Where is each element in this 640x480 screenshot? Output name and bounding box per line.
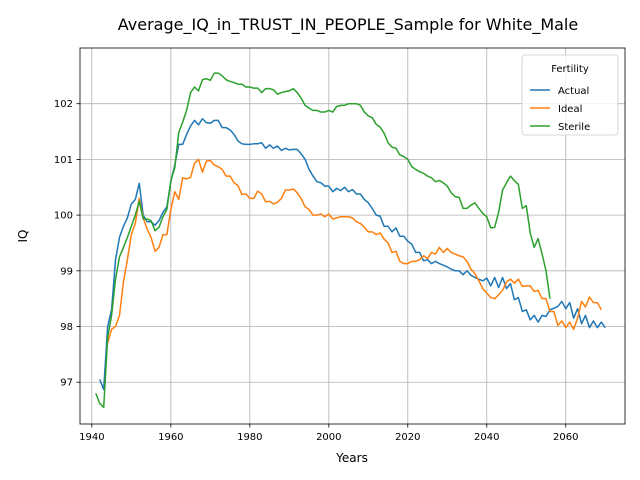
x-axis-label: Years (335, 451, 368, 465)
x-tick-label: 1980 (237, 432, 262, 443)
x-tick-label: 1940 (79, 432, 104, 443)
y-tick-label: 98 (60, 322, 73, 333)
x-tick-label: 2000 (316, 432, 341, 443)
y-axis-label: IQ (16, 230, 30, 243)
grid (80, 48, 625, 424)
x-tick-label: 2060 (553, 432, 578, 443)
y-tick-label: 101 (54, 155, 73, 166)
x-tick-label: 1960 (158, 432, 183, 443)
y-tick-label: 99 (60, 266, 73, 277)
x-tick-label: 2040 (474, 432, 499, 443)
chart-title: Average_IQ_in_TRUST_IN_PEOPLE_Sample for… (118, 15, 578, 35)
x-axis-ticks: 1940 1960 1980 2000 2020 2040 2060 (79, 424, 578, 443)
plot-frame (79, 47, 626, 425)
legend-box (521, 54, 619, 136)
y-tick-label: 97 (60, 378, 73, 389)
series-line-ideal (106, 158, 602, 344)
legend-title: Fertility (551, 64, 589, 75)
x-tick-label: 2020 (395, 432, 420, 443)
series-line-actual (99, 117, 606, 391)
legend: Fertility Actual Ideal Sterile (521, 54, 619, 136)
y-tick-label: 100 (54, 211, 73, 222)
series-line-sterile (95, 72, 551, 409)
y-axis-ticks: 97 98 99 100 101 102 (54, 99, 80, 389)
legend-label-actual: Actual (558, 86, 589, 97)
legend-label-ideal: Ideal (558, 104, 582, 115)
legend-label-sterile: Sterile (558, 122, 590, 133)
y-tick-label: 102 (54, 99, 73, 110)
series-group (95, 72, 606, 409)
